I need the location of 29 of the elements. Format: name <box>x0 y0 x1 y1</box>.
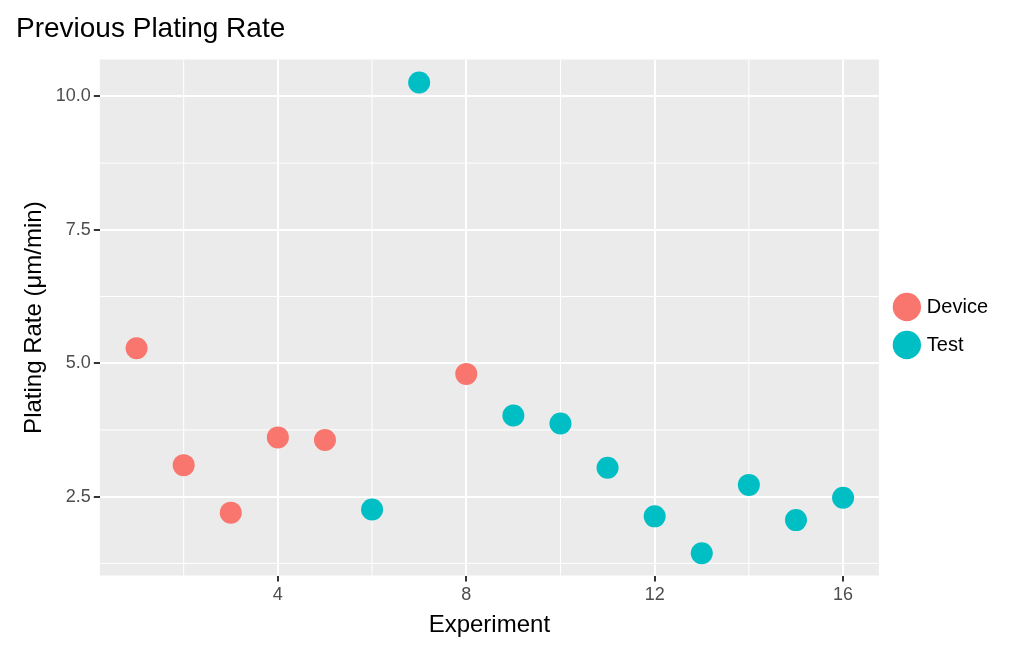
x-tick-label: 4 <box>272 584 283 605</box>
y-tick-label: 10.0 <box>55 85 91 106</box>
legend-label: Device <box>926 294 989 317</box>
point <box>784 509 807 532</box>
point <box>690 542 713 565</box>
point <box>596 456 619 479</box>
point <box>408 71 431 94</box>
point <box>502 404 525 427</box>
y-axis-title: Plating Rate (μm/min) <box>19 201 47 434</box>
point <box>455 362 478 385</box>
x-tick-label: 16 <box>833 584 854 605</box>
x-tick-label: 12 <box>644 584 665 605</box>
y-tick-label: 2.5 <box>65 485 91 506</box>
point <box>737 473 760 496</box>
x-tick-label: 8 <box>461 584 472 605</box>
x-axis-title: Experiment <box>428 610 551 638</box>
point <box>643 505 666 528</box>
point <box>172 454 195 477</box>
y-tick-label: 7.5 <box>65 218 91 239</box>
point <box>361 498 384 521</box>
point <box>832 486 855 509</box>
point <box>125 337 148 360</box>
point <box>219 501 242 524</box>
y-tick-label: 5.0 <box>65 352 91 373</box>
point <box>313 429 336 452</box>
chart-title: Previous Plating Rate <box>16 11 286 43</box>
point <box>266 426 289 449</box>
legend-label: Test <box>926 332 964 355</box>
point <box>549 412 572 435</box>
